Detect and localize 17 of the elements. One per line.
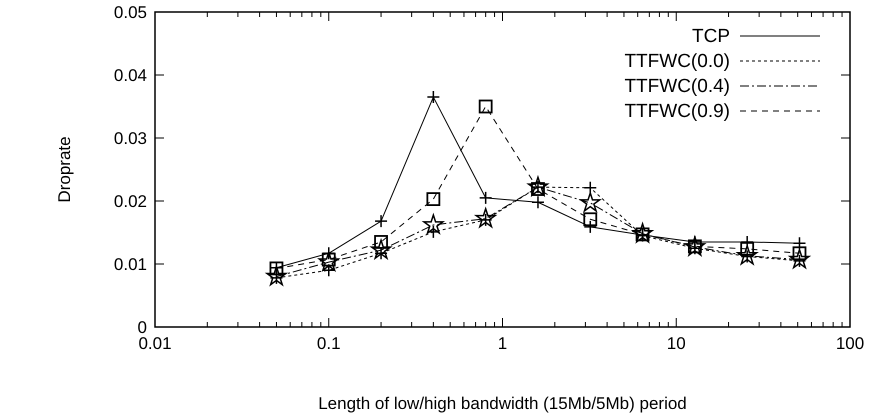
y-tick-label: 0.01 — [114, 255, 147, 274]
y-tick-label: 0.02 — [114, 192, 147, 211]
x-tick-label: 0.1 — [316, 334, 341, 353]
legend-label: TTFWC(0.9) — [624, 101, 730, 122]
legend-label: TCP — [692, 26, 730, 47]
x-tick-label: 1 — [498, 334, 508, 353]
legend-label: TTFWC(0.4) — [624, 76, 730, 97]
x-tick-label: 10 — [666, 334, 686, 353]
x-tick-label: 100 — [836, 334, 864, 353]
x-axis-title: Length of low/high bandwidth (15Mb/5Mb) period — [318, 394, 687, 413]
y-tick-label: 0.05 — [114, 3, 147, 22]
y-axis-title: Droprate — [55, 136, 74, 203]
x-tick-label: 0.01 — [138, 334, 172, 353]
y-tick-label: 0.04 — [114, 66, 147, 85]
y-tick-label: 0.03 — [114, 129, 147, 148]
legend-label: TTFWC(0.0) — [624, 51, 730, 72]
y-tick-label: 0 — [138, 318, 147, 337]
